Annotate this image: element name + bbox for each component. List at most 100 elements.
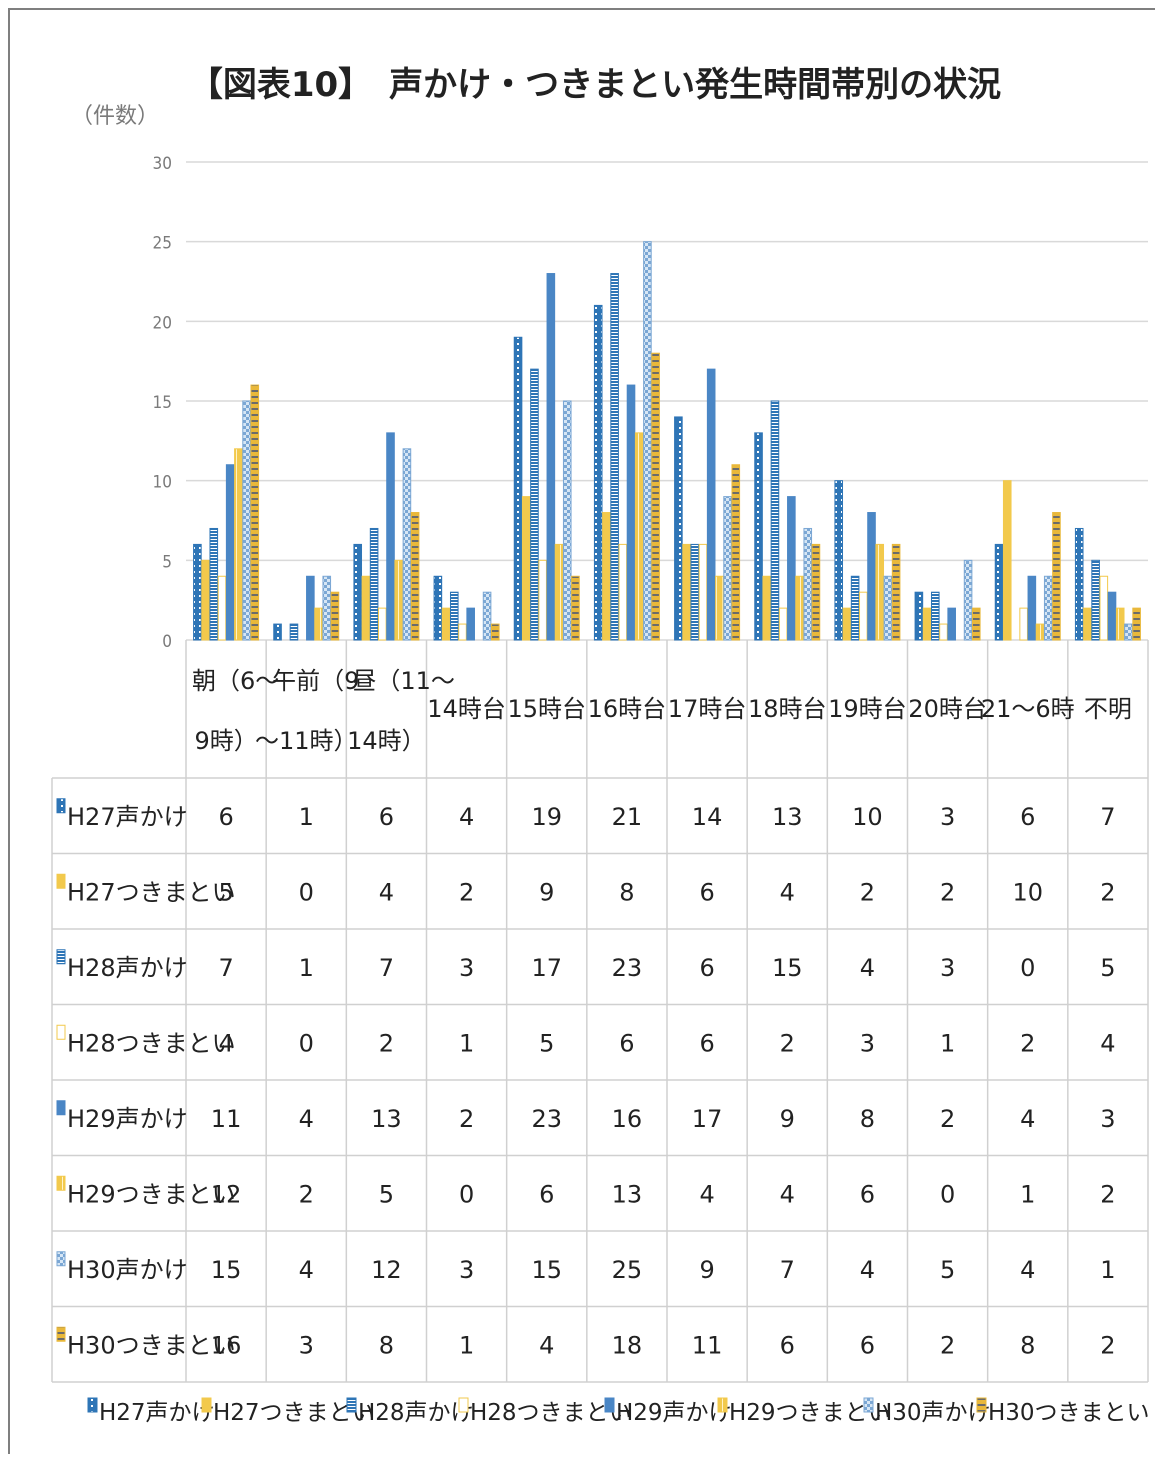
- row-label-H28声かけ: H28声かけ: [67, 954, 188, 982]
- bar-H30声かけ-4: [562, 400, 572, 641]
- y-tick-0: 0: [162, 632, 172, 652]
- bar-H29つきまとい-5: [634, 432, 644, 641]
- legend-label-H27声かけ: H27声かけ: [99, 1400, 215, 1426]
- bar-H27声かけ-7: [754, 432, 763, 641]
- table-cell: 15: [531, 1256, 562, 1284]
- bar-H30つきまとい-10: [1052, 512, 1061, 641]
- table-cell: 13: [772, 803, 803, 831]
- legend-key-H28つきまとい: [458, 1397, 469, 1413]
- table-cell: 0: [299, 1029, 314, 1057]
- table-cell: 6: [699, 1029, 714, 1057]
- bar-H30声かけ-7: [803, 527, 813, 641]
- table-cell: 2: [1100, 878, 1115, 906]
- bar-H30声かけ-6: [723, 496, 732, 641]
- bar-H30つきまとい-8: [891, 543, 901, 641]
- table-cell: 4: [1020, 1105, 1035, 1133]
- bar-H28声かけ-3: [449, 591, 459, 641]
- category-label: 朝（6～: [192, 667, 279, 695]
- table-cell: 4: [1100, 1029, 1115, 1057]
- table-cell: 12: [371, 1256, 402, 1284]
- bar-H30つきまとい-0: [250, 384, 260, 641]
- y-tick-15: 15: [153, 393, 172, 413]
- table-cell: 2: [940, 878, 955, 906]
- bar-H28つきまとい-3: [458, 623, 467, 641]
- table-cell: 5: [379, 1180, 394, 1208]
- table-cell: 0: [299, 878, 314, 906]
- chart-frame: [8, 8, 1155, 1454]
- bar-H29声かけ-1: [306, 575, 315, 641]
- bar-H29声かけ-7: [787, 496, 796, 641]
- table-cell: 9: [780, 1105, 795, 1133]
- bar-H27声かけ-9: [914, 591, 924, 641]
- table-cell: 4: [860, 1256, 875, 1284]
- table-cell: 3: [459, 1256, 474, 1284]
- category-label: 19時台: [828, 695, 907, 723]
- bar-H27声かけ-3: [433, 575, 443, 641]
- category-label: 20時台: [908, 695, 987, 723]
- bar-H28つきまとい-6: [698, 543, 708, 641]
- bar-H27声かけ-11: [1074, 527, 1084, 641]
- table-cell: 8: [860, 1105, 875, 1133]
- bar-H27つきまとい-11: [1083, 607, 1092, 641]
- table-cell: 2: [940, 1105, 955, 1133]
- table-cell: 23: [612, 954, 643, 982]
- row-label-H29声かけ: H29声かけ: [67, 1105, 188, 1133]
- table-cell: 13: [612, 1180, 643, 1208]
- table-cell: 2: [379, 1029, 394, 1057]
- bar-H28つきまとい-8: [859, 591, 868, 641]
- data-table: 朝（6～ 9時） 午前（9 ～11時） 昼（11～ 14時）14時台 15時台 16時台 17時…: [51, 640, 1149, 1383]
- bar-H28つきまとい-7: [778, 607, 788, 641]
- legend-key-H28声かけ: [346, 1397, 357, 1413]
- table-cell: 3: [459, 954, 474, 982]
- bar-H30つきまとい-7: [811, 543, 821, 641]
- y-tick-20: 20: [153, 313, 172, 333]
- category-label: 9時）: [194, 727, 257, 755]
- bar-H27声かけ-8: [834, 480, 844, 641]
- bar-H27声かけ-1: [273, 623, 282, 641]
- category-label: 不明: [1084, 695, 1132, 723]
- row-legend-key-H27つきまとい: [56, 873, 66, 889]
- bar-H29つきまとい-4: [554, 543, 564, 641]
- bar-H29声かけ-9: [947, 607, 956, 641]
- category-label: 16時台: [588, 695, 667, 723]
- table-cell: 15: [772, 954, 803, 982]
- row-label-H28つきまとい: H28つきまとい: [67, 1029, 236, 1057]
- bar-H27つきまとい-3: [441, 607, 451, 641]
- table-cell: 6: [539, 1180, 554, 1208]
- bar-H28声かけ-1: [289, 623, 299, 641]
- table-cell: 2: [1100, 1331, 1115, 1359]
- y-tick-30: 30: [153, 154, 172, 174]
- chart-title: 【図表10】 声かけ・つきまとい発生時間帯別の状況: [189, 65, 1001, 105]
- table-cell: 8: [619, 878, 634, 906]
- table-cell: 2: [459, 878, 474, 906]
- table-cell: 12: [211, 1180, 242, 1208]
- bar-H29つきまとい-2: [394, 559, 404, 641]
- table-cell: 21: [612, 803, 643, 831]
- table-cell: 4: [218, 1029, 233, 1057]
- table-cell: 11: [692, 1331, 723, 1359]
- bar-H27つきまとい-2: [361, 575, 371, 641]
- bar-H30つきまとい-1: [330, 591, 340, 641]
- row-label-H27つきまとい: H27つきまとい: [67, 878, 236, 906]
- legend-key-H29つきまとい: [717, 1397, 728, 1413]
- table-cell: 1: [299, 803, 314, 831]
- bar-H27つきまとい-9: [922, 607, 932, 641]
- legend-key-H27声かけ: [87, 1397, 98, 1413]
- legend-key-H27つきまとい: [201, 1397, 212, 1413]
- bar-H29声かけ-6: [706, 368, 716, 641]
- table-cell: 4: [1020, 1256, 1035, 1284]
- table-cell: 17: [692, 1105, 723, 1133]
- table-cell: 5: [940, 1256, 955, 1284]
- bar-H28声かけ-9: [930, 591, 940, 641]
- bar-H29つきまとい-6: [715, 575, 724, 641]
- table-cell: 3: [940, 803, 955, 831]
- table-cell: 3: [1100, 1105, 1115, 1133]
- table-cell: 5: [218, 878, 233, 906]
- table-cell: 4: [379, 878, 394, 906]
- bar-H27つきまとい-4: [521, 496, 531, 641]
- table-cell: 2: [299, 1180, 314, 1208]
- table-cell: 7: [218, 954, 233, 982]
- bar-H28声かけ-7: [770, 400, 780, 641]
- bar-H29声かけ-0: [225, 464, 235, 641]
- table-cell: 4: [299, 1105, 314, 1133]
